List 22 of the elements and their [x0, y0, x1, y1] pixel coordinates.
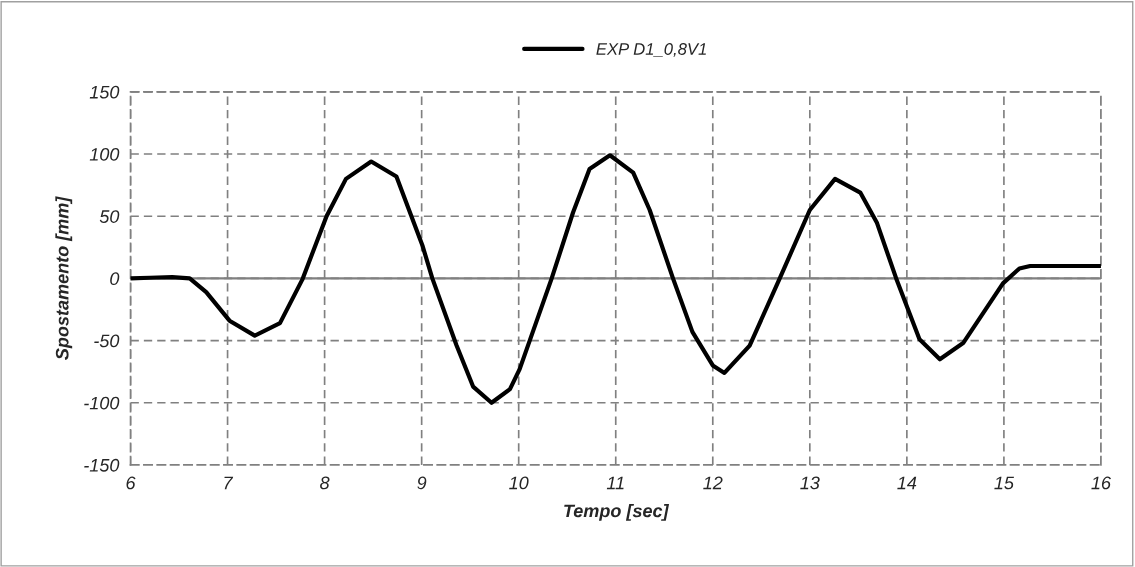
x-tick-label: 7 [224, 476, 234, 490]
y-tick-label: 0 [110, 272, 120, 286]
x-tick-label: 8 [320, 476, 330, 490]
x-tick-label: 9 [417, 476, 427, 490]
y-tick-label: 50 [99, 210, 120, 223]
x-tick-label: 13 [800, 476, 820, 490]
y-tick-label: 150 [89, 85, 120, 99]
y-tick-label: -150 [84, 458, 120, 472]
legend-label: EXP D1_0,8V1 [596, 43, 706, 57]
x-tick-label: 6 [126, 476, 136, 490]
x-tick-label: 14 [897, 476, 917, 490]
line-series [130, 153, 1101, 405]
x-axis-title: Tempo [sec] [564, 503, 670, 521]
x-tick-label: 11 [606, 476, 624, 490]
x-tick-label: 15 [994, 476, 1014, 490]
y-axis-title: Spostamento [mm] [55, 196, 73, 360]
y-tick-label: 100 [89, 147, 120, 161]
x-tick-label: 10 [509, 476, 529, 490]
x-tick-label: 16 [1091, 476, 1111, 490]
x-tick-label: 12 [703, 476, 723, 490]
y-tick-label: -100 [84, 396, 120, 410]
y-tick-label: -50 [94, 334, 120, 348]
